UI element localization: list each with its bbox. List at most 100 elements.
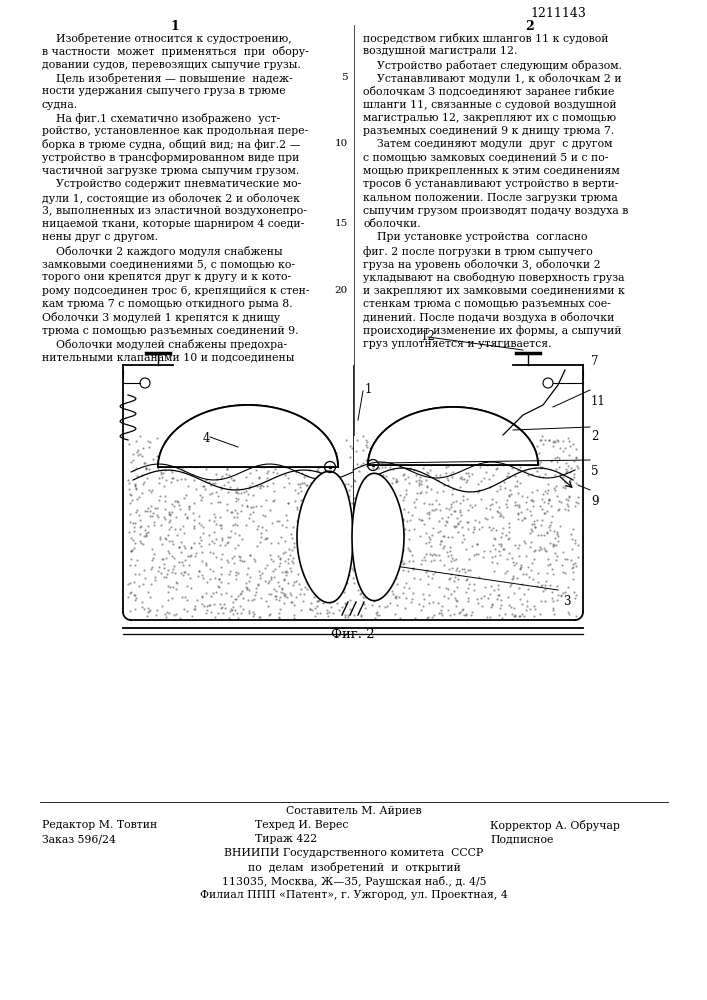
Point [253,609,264,625]
Point [541,573,552,589]
Point [129,592,141,608]
Point [390,499,401,515]
Point [503,531,514,547]
Text: 5: 5 [341,73,348,82]
Text: шланги 11, связанные с судовой воздушной: шланги 11, связанные с судовой воздушной [363,100,617,109]
Point [410,491,421,507]
Point [318,586,329,602]
Point [132,442,144,458]
Point [454,502,465,518]
Point [305,526,316,542]
Point [143,518,154,534]
Point [226,470,237,486]
Point [557,557,568,573]
Text: нительными клапанами 10 и подсоединены: нительными клапанами 10 и подсоединены [42,352,294,362]
Point [448,457,459,473]
Point [562,430,573,446]
Point [285,563,296,579]
Point [201,574,213,590]
Point [375,439,386,455]
Point [433,445,445,461]
Point [163,527,174,543]
Point [363,588,374,604]
Point [325,590,336,606]
Point [267,553,279,569]
Point [165,474,176,490]
Text: На фиг.1 схематично изображено  уст-: На фиг.1 схематично изображено уст- [42,113,280,124]
Point [468,435,479,451]
Point [160,511,171,527]
Point [136,518,147,534]
Point [571,494,582,510]
Point [530,601,541,617]
Point [479,448,490,464]
Point [428,546,440,562]
Point [480,435,491,451]
Point [491,433,503,449]
Point [492,581,503,597]
Point [289,482,300,498]
Point [295,602,306,618]
Point [442,477,453,493]
Point [267,493,279,509]
Point [221,585,232,601]
Point [320,550,331,566]
Point [479,543,490,559]
Point [571,441,582,457]
Point [482,436,493,452]
Point [534,498,546,514]
Point [262,598,274,614]
Point [275,551,286,567]
Point [316,525,327,541]
Point [126,543,137,559]
Point [128,587,139,603]
Point [463,449,474,465]
Point [491,555,503,571]
Point [387,512,398,528]
Point [352,456,363,472]
Text: 15: 15 [334,219,348,228]
Point [205,495,216,511]
Point [129,523,140,539]
Point [506,606,518,622]
Point [216,470,227,486]
Point [343,563,354,579]
Point [541,524,552,540]
Point [321,557,332,573]
Point [151,507,163,523]
Point [230,591,242,607]
Point [436,607,448,623]
Point [405,594,416,610]
Point [247,504,259,520]
Point [567,521,578,537]
Point [197,478,208,494]
Point [356,457,367,473]
Point [510,555,521,571]
Point [552,526,563,542]
Point [303,577,315,593]
Point [122,472,134,488]
Text: дули 1, состоящие из оболочек 2 и оболочек: дули 1, состоящие из оболочек 2 и оболоч… [42,193,300,204]
Point [339,584,350,600]
Point [464,468,475,484]
Point [346,440,358,456]
Point [155,517,166,533]
Point [129,476,141,492]
Point [343,514,354,530]
Point [418,586,429,602]
Point [414,485,426,501]
Point [455,453,466,469]
Point [503,465,514,481]
Point [313,432,325,448]
Point [490,461,501,477]
Point [274,578,285,594]
Point [503,519,515,535]
Point [223,435,234,451]
Point [259,573,271,589]
Point [248,431,259,447]
Point [392,438,404,454]
Point [235,585,247,601]
Point [281,455,292,471]
Point [394,439,405,455]
Text: груза на уровень оболочки 3, оболочки 2: груза на уровень оболочки 3, оболочки 2 [363,259,601,270]
